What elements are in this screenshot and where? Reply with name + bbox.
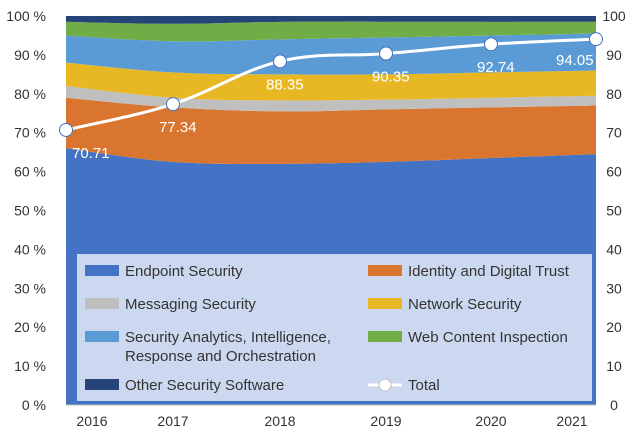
- legend: Endpoint Security Identity and Digital Tr…: [77, 254, 592, 401]
- y-right-tick-90: 90: [606, 47, 622, 63]
- legend-label-network-security: Network Security: [408, 296, 522, 313]
- area-identity-and-digital-trust: [66, 97, 596, 164]
- total-marker-2016: [59, 122, 73, 137]
- x-tick-2021: 2021: [556, 413, 587, 429]
- data-label-2017: 77.34: [159, 119, 197, 136]
- y-left-tick-60: 60 %: [14, 164, 46, 180]
- data-label-2019: 90.35: [372, 69, 410, 86]
- y-left-tick-30: 30 %: [14, 280, 46, 296]
- area-other-security-software: [66, 16, 596, 24]
- total-marker-2018: [273, 54, 287, 69]
- legend-swatch-other-security-software: [85, 379, 119, 390]
- legend-label-other-security-software: Other Security Software: [125, 377, 284, 394]
- data-label-2021: 94.05: [556, 52, 594, 69]
- legend-swatch-web-content-inspection: [368, 331, 402, 342]
- total-line-layer: 70.71 77.34 88.35 90.35 92.74 94.05: [59, 32, 603, 162]
- legend-label-line: Response and Orchestration: [125, 348, 316, 365]
- y-left-tick-90: 90 %: [14, 47, 46, 63]
- axes: 0 % 10 % 20 % 30 % 40 % 50 % 60 % 70 % 80 % 90 % 1…: [6, 8, 626, 429]
- y-left-tick-0: 0 %: [22, 397, 46, 413]
- legend-label-endpoint-security: Endpoint Security: [125, 263, 243, 280]
- y-right-tick-100: 100: [602, 8, 626, 24]
- total-marker-2017: [166, 97, 180, 112]
- y-right-tick-80: 80: [606, 86, 622, 102]
- legend-swatch-total-marker: [378, 378, 392, 392]
- y-left-tick-20: 20 %: [14, 319, 46, 335]
- x-tick-2016: 2016: [76, 413, 107, 429]
- legend-label-total: Total: [408, 377, 440, 394]
- y-right-tick-60: 60: [606, 164, 622, 180]
- total-marker-2019: [379, 46, 393, 61]
- y-left-tick-10: 10 %: [14, 358, 46, 374]
- y-right-tick-10: 10: [606, 358, 622, 374]
- data-label-2018: 88.35: [266, 76, 304, 93]
- legend-label-security-analytics-intelligence-response-and-orchestration: Security Analytics, Intelligence, Respons…: [125, 329, 331, 365]
- legend-swatch-endpoint-security: [85, 265, 119, 276]
- y-left-tick-70: 70 %: [14, 125, 46, 141]
- legend-swatch-network-security: [368, 298, 402, 309]
- y-left-tick-100: 100 %: [6, 8, 46, 24]
- total-marker-2020: [484, 37, 498, 52]
- legend-swatch-security-analytics-intelligence-response-and-orchestration: [85, 331, 119, 342]
- x-tick-2019: 2019: [370, 413, 401, 429]
- y-left-tick-40: 40 %: [14, 241, 46, 257]
- y-left-tick-50: 50 %: [14, 203, 46, 219]
- total-line: [65, 37, 597, 132]
- y-right-tick-20: 20: [606, 319, 622, 335]
- area-web-content-inspection: [66, 21, 596, 42]
- legend-swatch-messaging-security: [85, 298, 119, 309]
- legend-label-messaging-security: Messaging Security: [125, 296, 256, 313]
- y-right-tick-70: 70: [606, 125, 622, 141]
- y-right-tick-0: 0: [610, 397, 618, 413]
- y-left-tick-80: 80 %: [14, 86, 46, 102]
- legend-label-line: Security Analytics, Intelligence,: [125, 329, 331, 346]
- legend-swatch-identity-and-digital-trust: [368, 265, 402, 276]
- legend-label-web-content-inspection: Web Content Inspection: [408, 329, 568, 346]
- data-label-2020: 92.74: [477, 59, 515, 76]
- legend-box: [77, 254, 592, 401]
- y-right-tick-30: 30: [606, 280, 622, 296]
- area-messaging-security: [66, 86, 596, 112]
- y-right-tick-40: 40: [606, 241, 622, 257]
- x-tick-2017: 2017: [157, 413, 188, 429]
- total-marker-2021: [589, 32, 603, 47]
- y-right-tick-50: 50: [606, 203, 622, 219]
- legend-label-identity-and-digital-trust: Identity and Digital Trust: [408, 263, 570, 280]
- area-network-security: [66, 62, 596, 101]
- data-label-2016: 70.71: [72, 145, 110, 162]
- x-tick-2018: 2018: [264, 413, 295, 429]
- x-tick-2020: 2020: [475, 413, 506, 429]
